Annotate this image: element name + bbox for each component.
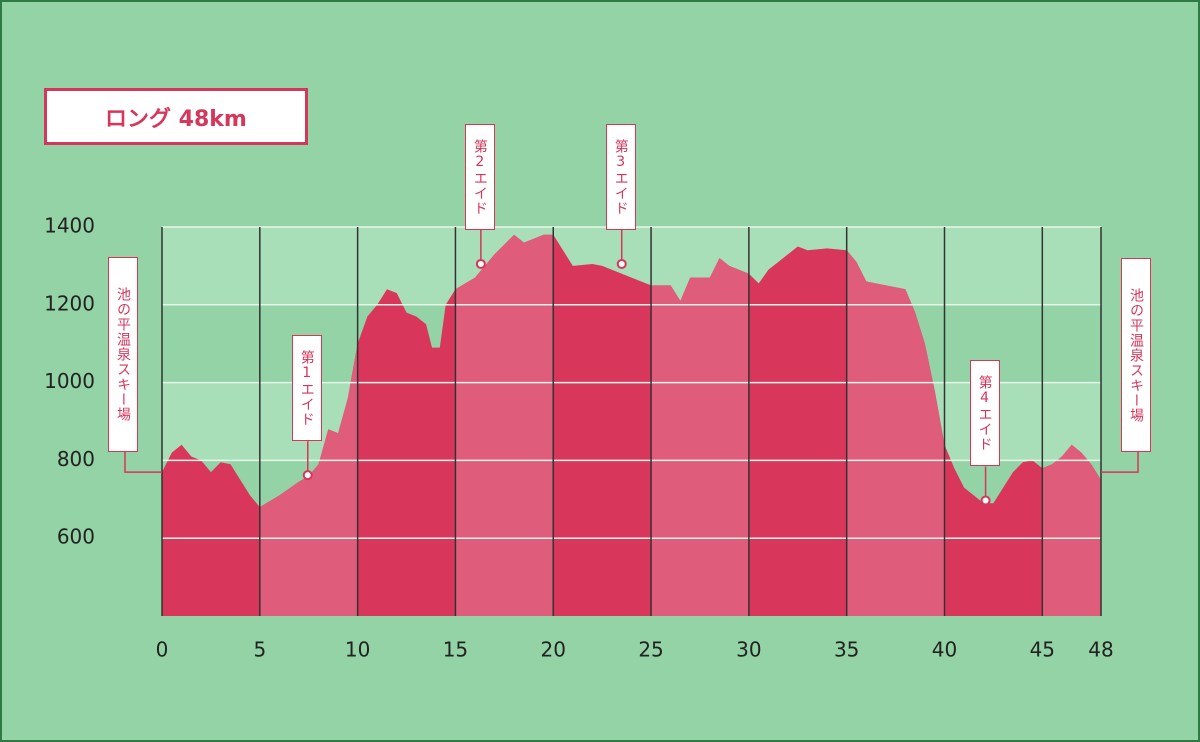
x-tick-label: 45 <box>1030 638 1055 662</box>
x-tick-label: 20 <box>541 638 566 662</box>
aid-label: 第1エイド <box>291 335 322 442</box>
x-tick-label: 40 <box>932 638 957 662</box>
x-tick-label: 15 <box>443 638 468 662</box>
x-tick-label: 48 <box>1088 638 1113 662</box>
aid-label: 第4エイド <box>969 360 1000 467</box>
start-connector <box>124 452 162 473</box>
x-tick-label: 0 <box>156 638 169 662</box>
aid-marker <box>616 258 627 269</box>
start-label: 池の平温泉スキー場 <box>108 257 138 452</box>
area-stripe <box>455 234 554 616</box>
y-tick-label: 1200 <box>44 291 95 315</box>
area-stripe <box>651 234 749 616</box>
y-tick-label: 1000 <box>44 369 95 393</box>
x-tick-label: 30 <box>736 638 761 662</box>
finish-connector <box>1101 452 1139 473</box>
chart-title: ロング 48km <box>44 88 308 145</box>
aid-marker <box>980 495 991 506</box>
x-tick-label: 5 <box>253 638 266 662</box>
aid-marker <box>475 258 486 269</box>
y-tick-label: 600 <box>57 525 95 549</box>
x-tick-label: 25 <box>638 638 663 662</box>
x-tick-label: 10 <box>345 638 370 662</box>
aid-marker <box>302 470 313 481</box>
y-tick-label: 800 <box>57 447 95 471</box>
x-tick-label: 35 <box>834 638 859 662</box>
y-tick-label: 1400 <box>44 214 95 238</box>
finish-label: 池の平温泉スキー場 <box>1121 258 1151 452</box>
aid-label: 第3エイド <box>605 124 636 230</box>
aid-label: 第2エイド <box>464 124 495 230</box>
